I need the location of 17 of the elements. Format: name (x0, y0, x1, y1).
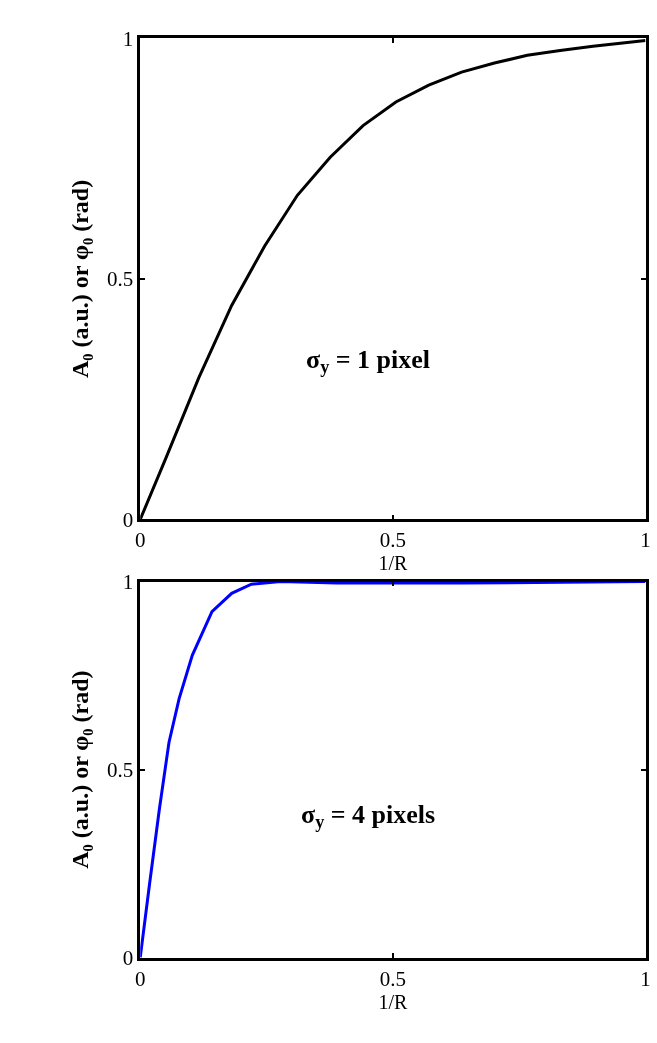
line-series (140, 581, 646, 958)
x-axis-title: 1/R (378, 552, 408, 575)
y-tick-label: 0 (122, 507, 134, 532)
y-tick-label: 0 (122, 945, 134, 970)
x-tick-label: 0.5 (379, 966, 406, 991)
x-tick-label: 0.5 (379, 528, 406, 553)
y-tick-label: 0.5 (107, 757, 134, 782)
y-tick-label: 0.5 (107, 267, 134, 292)
annotation: σ$_{y}$ = 1 pixel (306, 345, 431, 378)
y-axis-title: A₀ (a.u.) or φ₀ (rad) (67, 179, 94, 379)
y-tick-label: 1 (122, 26, 134, 51)
x-tick-label: 1 (640, 528, 651, 553)
x-axis-title: 1/R (378, 990, 408, 1013)
y-tick-label: 1 (122, 569, 134, 594)
annotation: σ$_{y}$ = 4 pixels (301, 800, 436, 833)
x-tick-label: 1 (640, 966, 651, 991)
y-axis-title: A₀ (a.u.) or φ₀ (rad) (67, 670, 94, 869)
